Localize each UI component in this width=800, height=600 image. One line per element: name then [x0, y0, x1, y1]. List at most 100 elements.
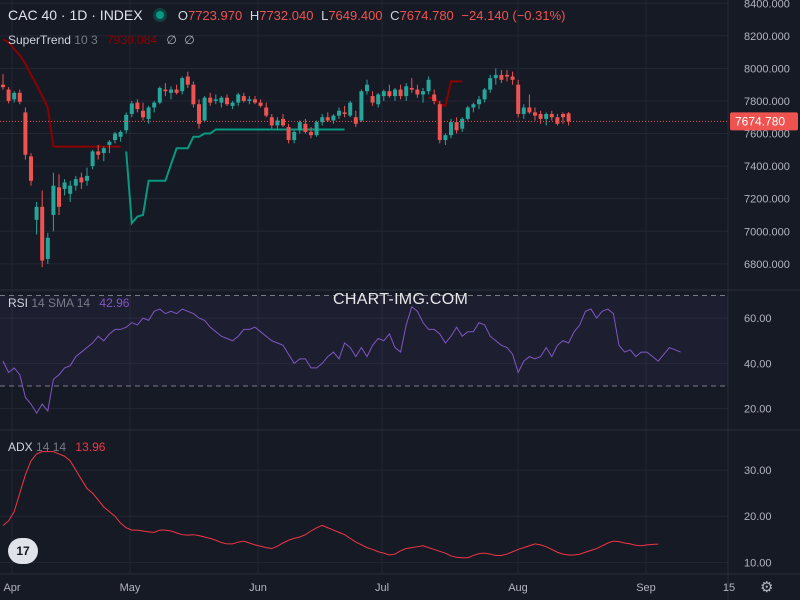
price-axis[interactable]: 8400.000 8200.000 8000.000 7800.000 7600.000… — [744, 0, 790, 569]
candle-body — [6, 89, 11, 101]
axis-tick-label: 7000.000 — [744, 226, 790, 238]
price-candles — [1, 68, 571, 268]
candle-body — [460, 118, 465, 129]
candle-body — [281, 118, 285, 126]
axis-tick-label: 40.00 — [744, 358, 772, 370]
candle-body — [309, 131, 313, 136]
candle-body — [342, 112, 347, 114]
candle-body — [230, 102, 235, 106]
candle-body — [180, 78, 185, 92]
candle-body — [29, 156, 33, 181]
candle-body — [208, 97, 213, 103]
axis-tick-label: 8400.000 — [744, 0, 790, 10]
candle-body — [264, 107, 269, 116]
time-tick-label: May — [120, 582, 141, 594]
candle-body — [465, 107, 470, 119]
candle-body — [426, 79, 431, 92]
candle-body — [146, 107, 151, 119]
adx-legend[interactable]: ADX 14 14 13.96 — [8, 440, 105, 454]
market-status-icon — [156, 11, 165, 19]
candle-body — [185, 76, 190, 85]
candle-body — [454, 122, 459, 131]
candle-body — [247, 99, 252, 101]
gear-icon[interactable]: ⚙ — [760, 579, 774, 596]
axis-tick-label: 8200.000 — [744, 31, 790, 43]
candle-body — [34, 206, 39, 220]
candle-body — [353, 117, 358, 124]
rsi-band — [0, 295, 728, 387]
candle-body — [561, 114, 565, 118]
candle-body — [101, 148, 106, 154]
axis-tick-label: 7600.000 — [744, 129, 790, 141]
candle-body — [516, 84, 521, 114]
candle-body — [387, 91, 392, 97]
watermark: CHART-IMG.COM — [333, 291, 469, 308]
candle-body — [505, 74, 509, 77]
rsi-name: RSI — [8, 296, 29, 310]
rsi-params: 14 SMA 14 — [31, 296, 91, 310]
candle-body — [488, 78, 493, 90]
candle-body — [51, 185, 56, 215]
candle-body — [169, 89, 173, 93]
visibility-icon[interactable]: ∅ — [166, 33, 177, 47]
candle-body — [113, 133, 117, 141]
high-label: H — [249, 8, 260, 23]
candle-body — [566, 113, 571, 122]
candle-body — [241, 96, 246, 101]
last-price-badge — [730, 112, 798, 131]
candle-body — [404, 86, 409, 97]
candle-body — [124, 114, 129, 131]
rsi-legend[interactable]: RSI 14 SMA 14 42.96 — [8, 296, 129, 310]
last-price-label: 7674.780 — [735, 114, 785, 128]
candle-body — [432, 94, 437, 101]
change-value: −24.140 (−0.31%) — [461, 8, 566, 23]
supertrend-legend[interactable]: SuperTrend 10 3 7930.084 ∅ ∅ — [8, 33, 195, 47]
low-value: 7649.400 — [328, 8, 383, 23]
candle-body — [398, 89, 403, 97]
axis-tick-label: 10.00 — [744, 557, 772, 569]
candle-body — [421, 91, 425, 95]
high-value: 7732.040 — [259, 8, 314, 23]
axis-tick-label: 7800.000 — [744, 96, 790, 108]
supertrend-down-segment — [2, 38, 121, 148]
axis-tick-label: 7400.000 — [744, 161, 790, 173]
candle-body — [297, 122, 302, 131]
axis-tick-label: 30.00 — [744, 465, 772, 477]
adx-value: 13.96 — [75, 440, 106, 454]
low-label: L — [321, 8, 329, 23]
candle-body — [85, 175, 89, 181]
time-tick-label: Sep — [636, 582, 656, 594]
candle-body — [555, 117, 560, 124]
candle-body — [533, 112, 537, 116]
adx-line — [2, 451, 659, 559]
candle-body — [538, 114, 543, 119]
candle-body — [253, 99, 257, 103]
candle-body — [337, 110, 341, 116]
candle-body — [325, 117, 330, 121]
axis-tick-label: 20.00 — [744, 404, 772, 416]
time-tick-label: Apr — [3, 582, 20, 594]
time-axis[interactable]: Apr May Jun Jul Aug Sep 15 — [3, 582, 735, 594]
supertrend-name: SuperTrend — [8, 33, 71, 47]
candle-body — [107, 141, 112, 145]
symbol-title[interactable]: CAC 40 · 1D · INDEX — [8, 7, 143, 23]
candle-body — [135, 102, 140, 110]
rsi-line — [2, 305, 681, 415]
candle-body — [90, 151, 95, 167]
candle-body — [314, 122, 319, 136]
candle-body — [202, 97, 207, 121]
settings-icon[interactable]: ∅ — [184, 33, 195, 47]
candle-body — [225, 97, 229, 105]
candle-body — [219, 97, 224, 103]
candle-body — [365, 84, 369, 92]
candle-body — [236, 94, 241, 103]
candle-body — [17, 92, 22, 102]
candle-body — [471, 104, 476, 108]
candle-body — [348, 102, 353, 116]
supertrend-lines — [2, 38, 463, 226]
adx-params: 14 14 — [36, 440, 67, 454]
candle-body — [521, 107, 526, 114]
candle-body — [45, 237, 50, 259]
candle-body — [510, 76, 515, 80]
